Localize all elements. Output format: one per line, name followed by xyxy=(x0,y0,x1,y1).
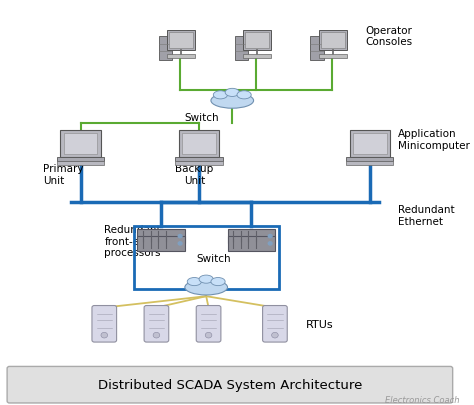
Circle shape xyxy=(272,333,278,338)
FancyBboxPatch shape xyxy=(159,36,172,61)
Text: Primary
Unit: Primary Unit xyxy=(43,164,83,185)
Text: Application
Minicomputer: Application Minicomputer xyxy=(398,129,470,151)
Ellipse shape xyxy=(213,92,228,100)
FancyBboxPatch shape xyxy=(92,306,117,342)
FancyBboxPatch shape xyxy=(144,306,169,342)
FancyBboxPatch shape xyxy=(228,229,275,244)
Text: Switch: Switch xyxy=(184,113,219,123)
FancyBboxPatch shape xyxy=(196,306,221,342)
FancyBboxPatch shape xyxy=(310,36,324,61)
Circle shape xyxy=(153,333,160,338)
FancyBboxPatch shape xyxy=(182,134,216,154)
FancyBboxPatch shape xyxy=(350,131,390,157)
Circle shape xyxy=(268,235,272,238)
FancyBboxPatch shape xyxy=(137,237,185,251)
Ellipse shape xyxy=(199,275,213,284)
FancyBboxPatch shape xyxy=(353,134,387,154)
FancyBboxPatch shape xyxy=(64,134,98,154)
FancyBboxPatch shape xyxy=(57,157,104,162)
FancyBboxPatch shape xyxy=(319,55,347,59)
Text: Redundant
Ethernet: Redundant Ethernet xyxy=(398,205,455,226)
Circle shape xyxy=(101,333,108,338)
FancyBboxPatch shape xyxy=(228,237,275,251)
FancyBboxPatch shape xyxy=(245,33,269,49)
FancyBboxPatch shape xyxy=(167,55,195,59)
Ellipse shape xyxy=(237,92,251,100)
FancyBboxPatch shape xyxy=(61,131,100,157)
Ellipse shape xyxy=(225,89,239,97)
FancyBboxPatch shape xyxy=(175,162,223,166)
FancyBboxPatch shape xyxy=(179,131,219,157)
Circle shape xyxy=(178,242,182,245)
FancyBboxPatch shape xyxy=(235,36,248,61)
Circle shape xyxy=(178,235,182,238)
FancyBboxPatch shape xyxy=(57,162,104,166)
FancyBboxPatch shape xyxy=(263,306,287,342)
FancyBboxPatch shape xyxy=(243,55,271,59)
FancyBboxPatch shape xyxy=(167,31,195,51)
Text: Electronics Coach: Electronics Coach xyxy=(385,395,460,404)
Ellipse shape xyxy=(185,280,228,295)
Text: Switch: Switch xyxy=(196,254,231,264)
Text: Distributed SCADA System Architecture: Distributed SCADA System Architecture xyxy=(98,378,362,391)
FancyBboxPatch shape xyxy=(169,33,193,49)
FancyBboxPatch shape xyxy=(243,31,271,51)
Text: Redundant
front-end
processors: Redundant front-end processors xyxy=(104,224,161,258)
Circle shape xyxy=(268,242,272,245)
Ellipse shape xyxy=(187,278,201,286)
FancyBboxPatch shape xyxy=(7,367,453,403)
Circle shape xyxy=(205,333,212,338)
FancyBboxPatch shape xyxy=(175,157,223,162)
FancyBboxPatch shape xyxy=(137,229,185,244)
Text: Operator
Consoles: Operator Consoles xyxy=(365,26,412,47)
FancyBboxPatch shape xyxy=(321,33,345,49)
Text: Backup
Unit: Backup Unit xyxy=(175,164,213,185)
FancyBboxPatch shape xyxy=(319,31,347,51)
Text: RTUs: RTUs xyxy=(306,319,333,329)
Ellipse shape xyxy=(211,278,225,286)
Ellipse shape xyxy=(211,94,254,109)
FancyBboxPatch shape xyxy=(346,157,393,162)
FancyBboxPatch shape xyxy=(346,162,393,166)
